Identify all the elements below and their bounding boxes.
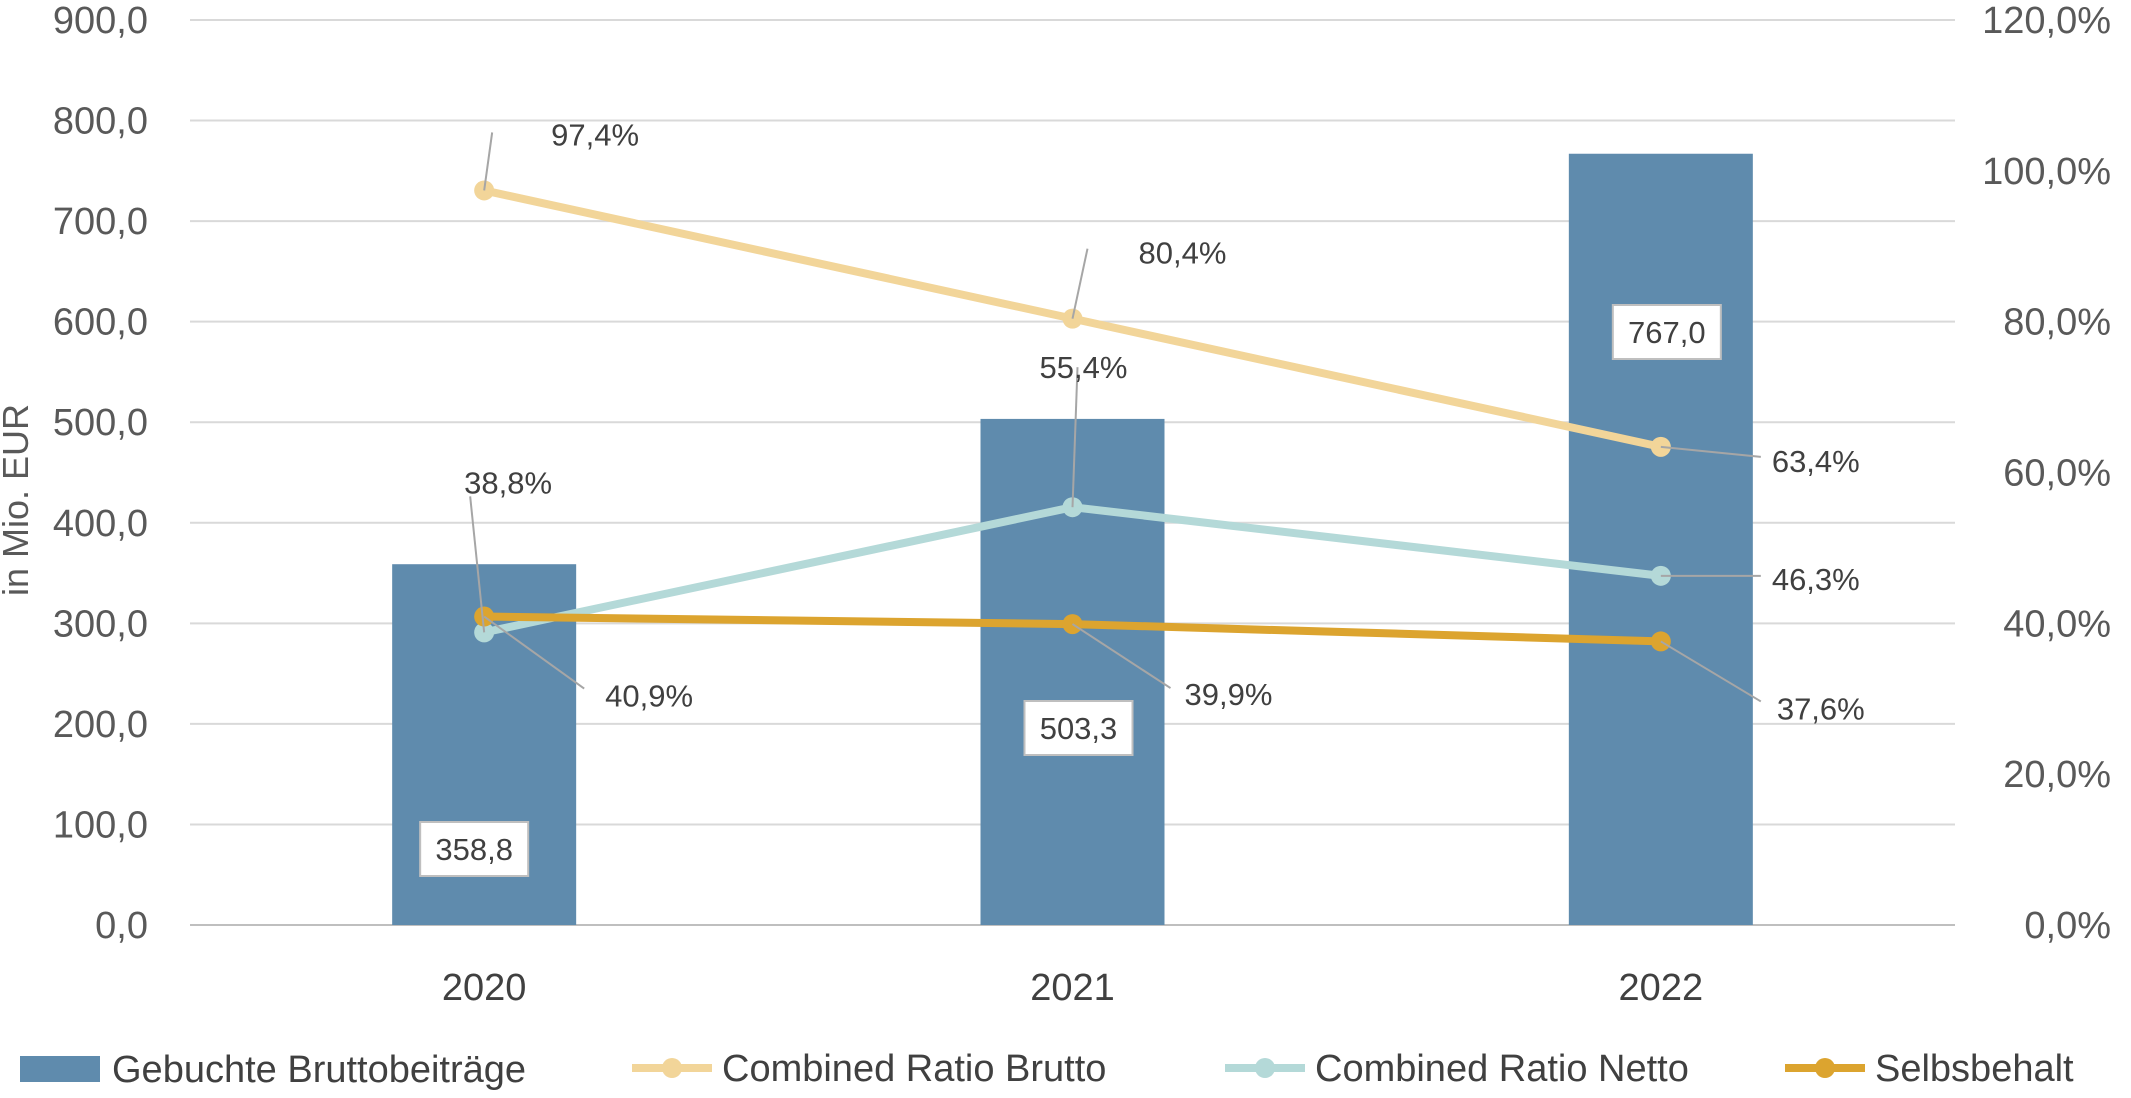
data-label: 46,3% [1772,562,1860,597]
leader-line [483,132,494,191]
data-label: 503,3 [1040,711,1118,746]
y2-tick-label: 20,0% [2003,754,2111,796]
data-label-box [1023,700,1134,756]
y2-tick-label: 0,0% [2024,905,2111,947]
legend-marker [1815,1058,1835,1078]
leader-line [483,615,585,690]
data-labels: 358,8 503,3 767,0 97,4% 80,4% 63,4% 38,8% 55,4%… [419,117,1865,877]
legend-label: Gebuchte Bruttobeiträge [112,1049,526,1091]
left-axis-ticks: 0,0 100,0 200,0 300,0 400,0 500,0 600,0 700,0 80… [53,0,148,947]
data-label: 37,6% [1777,691,1865,726]
x-tick-label: 2020 [442,967,527,1009]
y-tick-label: 900,0 [53,0,148,42]
y-tick-label: 600,0 [53,302,148,344]
data-label-box [419,821,530,877]
leader-line [1071,623,1172,689]
legend-label: Combined Ratio Netto [1315,1048,1689,1090]
y2-tick-label: 80,0% [2003,302,2111,344]
x-tick-label: 2022 [1619,967,1704,1009]
y-tick-label: 500,0 [53,402,148,444]
y2-tick-label: 120,0% [1982,0,2111,42]
y-tick-label: 0,0 [95,905,148,947]
y2-tick-label: 60,0% [2003,453,2111,495]
bar [1568,153,1753,925]
legend: Gebuchte Bruttobeiträge Combined Ratio Br… [20,1048,2074,1091]
legend-marker [1255,1058,1275,1078]
y2-tick-label: 40,0% [2003,603,2111,645]
data-label-box [1611,304,1722,360]
data-label: 358,8 [435,832,513,867]
y2-tick-label: 100,0% [1982,151,2111,193]
bar-series [392,153,1753,925]
y-tick-label: 700,0 [53,201,148,243]
data-label: 55,4% [1040,350,1128,385]
leader-line [1660,445,1761,458]
data-label: 63,4% [1772,444,1860,479]
leader-line [1071,367,1079,508]
leader-line [469,496,486,633]
y-tick-label: 200,0 [53,704,148,746]
leader-line [1071,248,1089,319]
right-axis-ticks: 0,0% 20,0% 40,0% 60,0% 80,0% 100,0% 120,0% [1982,0,2111,947]
x-tick-label: 2021 [1030,967,1115,1009]
data-label: 767,0 [1628,315,1706,350]
y-axis-title: in Mio. EUR [0,404,36,596]
y-tick-label: 100,0 [53,804,148,846]
data-label: 39,9% [1185,677,1273,712]
y-tick-label: 300,0 [53,603,148,645]
data-label: 38,8% [464,465,552,500]
data-label: 80,4% [1139,236,1227,271]
data-label: 40,9% [605,679,693,714]
legend-label: Combined Ratio Brutto [722,1048,1106,1090]
data-label: 97,4% [551,117,639,152]
legend-swatch [20,1056,100,1082]
y-tick-label: 800,0 [53,101,148,143]
legend-marker [662,1058,682,1078]
legend-label: Selbsbehalt [1875,1048,2074,1090]
y-tick-label: 400,0 [53,503,148,545]
category-axis: 2020 2021 2022 [442,967,1703,1009]
leader-line [1660,640,1762,703]
